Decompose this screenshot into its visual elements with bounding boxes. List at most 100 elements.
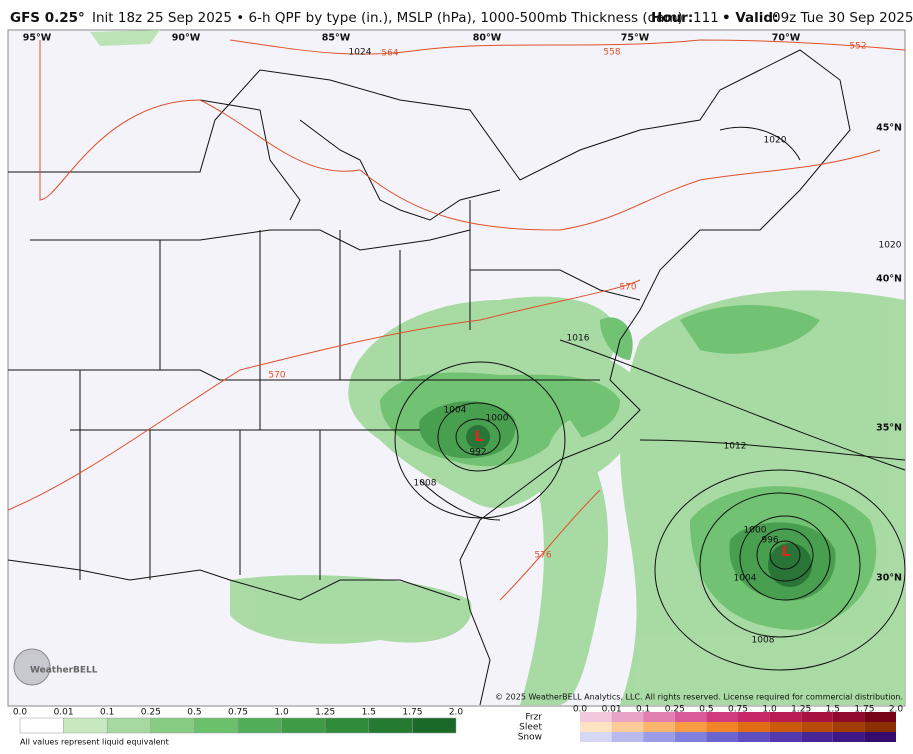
legend-tick-label: 2.0 [889, 705, 904, 715]
legend-swatch [580, 712, 612, 722]
legend-swatch [611, 732, 644, 742]
legend-tick-label: 1.25 [315, 708, 335, 718]
legend-swatch [706, 732, 738, 742]
legend-tick-label: 0.0 [13, 708, 28, 718]
precipitation [90, 30, 905, 705]
legend-swatch [674, 722, 707, 732]
isobar-label: 1008 [414, 479, 437, 489]
legend-swatch [643, 712, 675, 722]
longitude-label: 70°W [772, 33, 801, 44]
legend-tick-label: 0.01 [602, 705, 622, 715]
hour-label: Hour: [651, 10, 693, 26]
legend-swatch [864, 722, 896, 732]
legend-swatch [801, 722, 833, 732]
legend: 0.0 0.01 0.1 0.25 0.5 0.75 1.0 1.25 1.5 1.75 2.0 Fr… [13, 705, 904, 743]
boundaries [7, 49, 851, 706]
valid-value: 09z Tue 30 Sep 2025 [772, 10, 913, 26]
legend-swatch [769, 722, 802, 732]
legend-swatch [769, 732, 802, 742]
legend-tick-label: 0.0 [573, 705, 588, 715]
thickness-label: 570 [619, 283, 636, 293]
legend-tick-label: 1.5 [826, 705, 840, 715]
legend-swatch [63, 717, 108, 734]
valid-label: • Valid: [722, 10, 778, 26]
isobar-label: 1020 [764, 136, 787, 146]
legend-tick-label: 2.0 [449, 708, 464, 718]
logo: WeatherBELL [13, 648, 98, 686]
latitude-label: 40°N [876, 274, 902, 285]
legend-swatch [706, 712, 738, 722]
legend-swatch [611, 722, 644, 732]
legend-swatch [738, 732, 770, 742]
model-name: GFS 0.25° [10, 10, 85, 26]
legend-swatch [738, 722, 770, 732]
legend-swatch [832, 732, 865, 742]
legend-tick-label: 1.0 [274, 708, 289, 718]
isobar-label: 996 [761, 536, 778, 546]
isobar-label: 1016 [567, 334, 590, 344]
legend-swatch [643, 732, 675, 742]
legend-swatch [194, 717, 239, 734]
legend-tick-label: 0.5 [699, 705, 713, 715]
legend-swatch [801, 732, 833, 742]
legend-swatch [706, 722, 738, 732]
precip-type-label: Sleet [519, 723, 542, 733]
legend-tick-label: 0.01 [54, 708, 74, 718]
legend-swatch [324, 717, 370, 734]
legend-tick-label: 0.25 [141, 708, 161, 718]
longitude-label: 95°W [23, 33, 52, 44]
thickness-lines [7, 39, 906, 601]
legend-swatch [580, 732, 612, 742]
longitude-label: 85°W [322, 33, 351, 44]
isobar-label: 1020 [879, 241, 902, 251]
legend-swatch [769, 712, 802, 722]
legend-swatch [611, 712, 644, 722]
legend-note: All values represent liquid equivalent [20, 738, 169, 747]
isobars [394, 126, 906, 671]
legend-swatch [643, 722, 675, 732]
legend-swatch [281, 717, 326, 734]
latitude-label: 45°N [876, 123, 902, 134]
legend-tick-label: 0.5 [187, 708, 201, 718]
thickness-label: 564 [381, 49, 398, 59]
longitude-label: 75°W [621, 33, 650, 44]
init-text: Init 18z 25 Sep 2025 • 6-h QPF by type (… [92, 10, 683, 26]
low-pressure-marker: L [475, 429, 484, 445]
legend-swatch [150, 717, 195, 734]
precip-type-label: Snow [518, 733, 542, 743]
logo-text: WeatherBELL [30, 666, 98, 676]
legend-swatch [864, 732, 896, 742]
latitude-label: 35°N [876, 423, 902, 434]
precip-type-label: Frzr [525, 713, 542, 723]
isobar-label: 1000 [744, 526, 767, 536]
low-pressure-marker: L [782, 544, 791, 560]
legend-tick-label: 1.75 [854, 705, 874, 715]
legend-tick-label: 1.25 [791, 705, 811, 715]
isobar-label: 1004 [734, 574, 757, 584]
legend-swatch [832, 722, 865, 732]
legend-swatch [864, 712, 896, 722]
thickness-label: 570 [268, 371, 285, 381]
latitude-label: 30°N [876, 573, 902, 584]
legend-swatch [237, 717, 282, 734]
isobar-label: 1024 [349, 48, 372, 58]
legend-swatch [368, 717, 413, 734]
thickness-label: 552 [849, 42, 866, 52]
legend-swatch [106, 717, 152, 734]
legend-tick-label: 0.25 [665, 705, 685, 715]
longitude-label: 80°W [473, 33, 502, 44]
isobar-label: 1012 [724, 442, 747, 452]
map [7, 29, 906, 707]
legend-swatch [19, 717, 64, 734]
isobar-label: 1000 [486, 414, 509, 424]
legend-tick-label: 1.75 [402, 708, 422, 718]
legend-swatch [801, 712, 833, 722]
legend-swatch [738, 712, 770, 722]
legend-swatch [580, 722, 612, 732]
isobar-label: 1004 [444, 406, 467, 416]
thickness-label: 558 [603, 48, 620, 58]
longitude-label: 90°W [172, 33, 201, 44]
hour-value: 111 [693, 10, 719, 26]
